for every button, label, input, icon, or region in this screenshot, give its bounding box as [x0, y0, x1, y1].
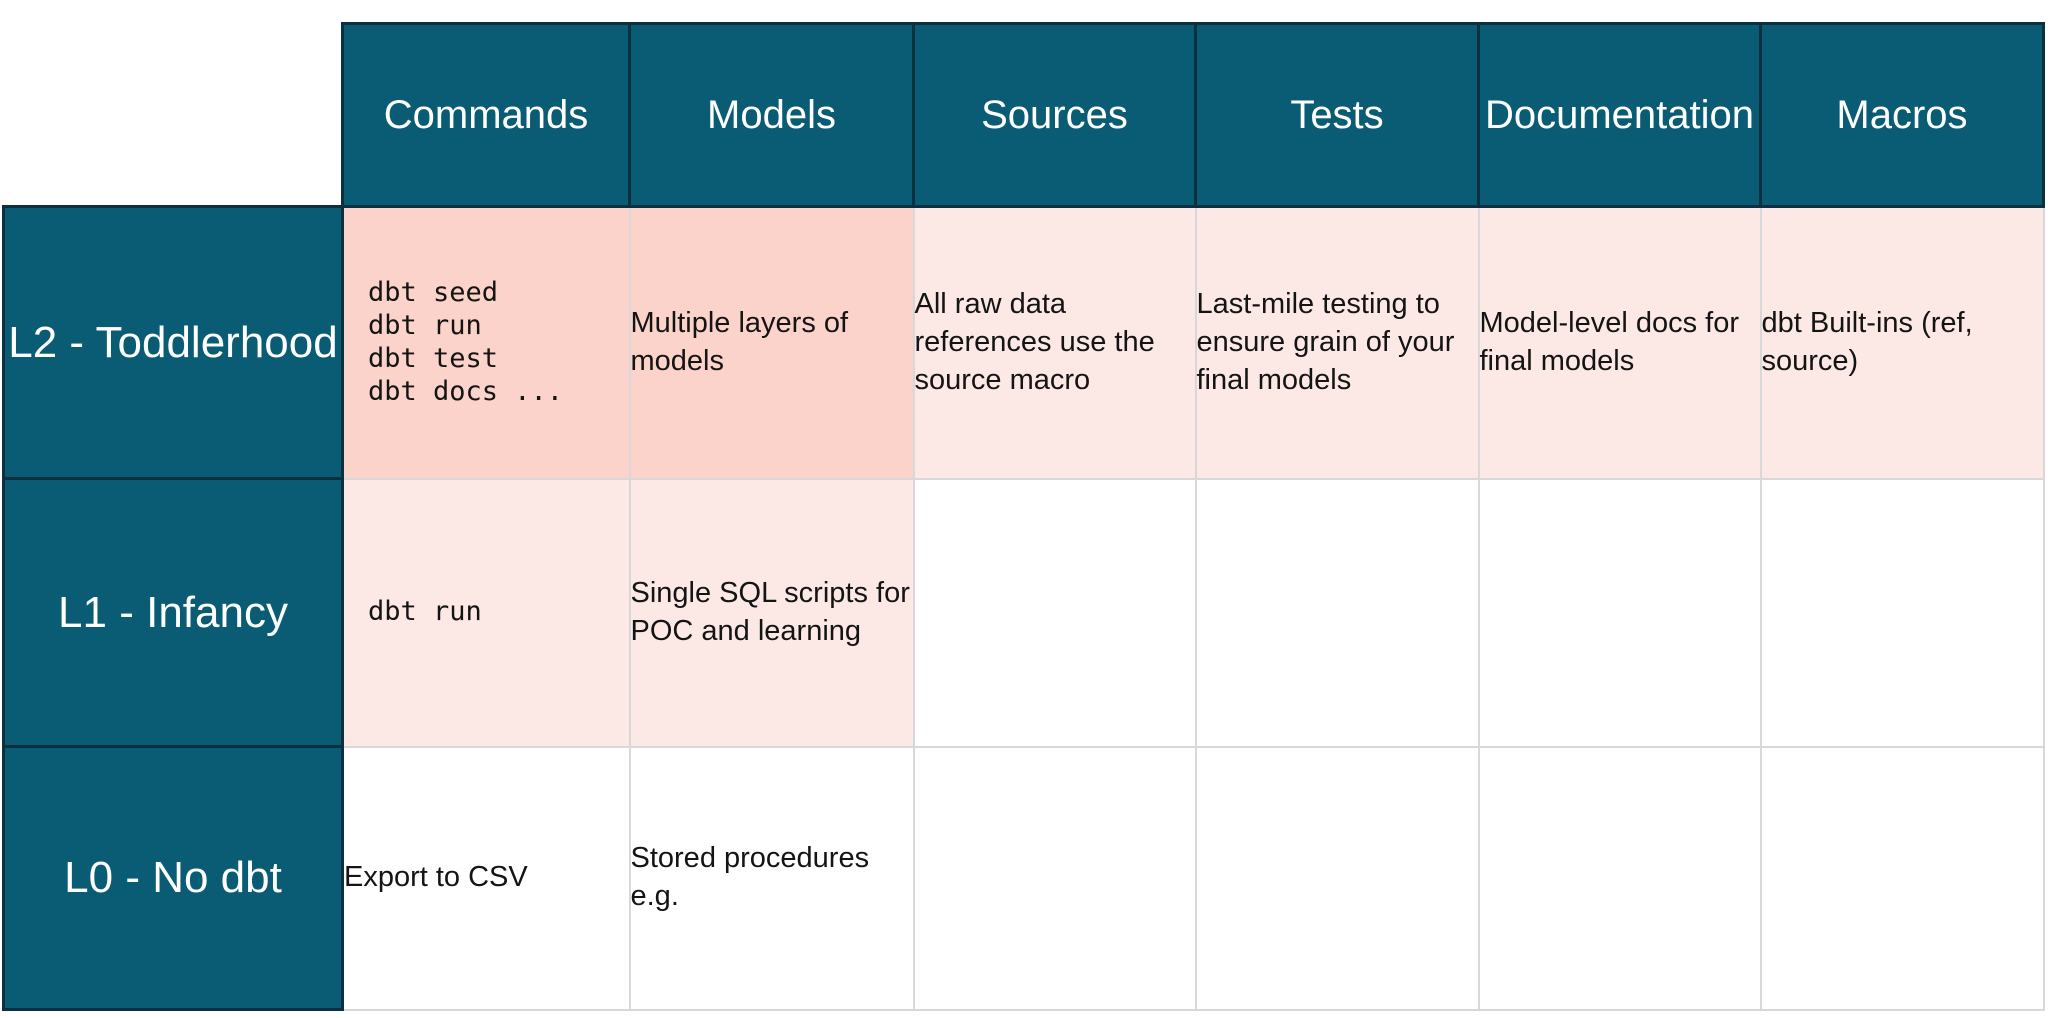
cell-l1-tests	[1194, 477, 1480, 748]
maturity-matrix-table: Commands Models Sources Tests Documentat…	[2, 22, 2045, 1011]
cell-l1-models: Single SQL scripts for POC and learning	[628, 477, 915, 748]
table-row: L1 - Infancy dbt run Single SQL scripts …	[2, 477, 2045, 748]
cell-l1-macros	[1759, 477, 2045, 748]
table-row: L0 - No dbt Export to CSV Stored procedu…	[2, 745, 2045, 1011]
cell-l0-tests	[1194, 745, 1480, 1011]
column-header-sources: Sources	[912, 22, 1197, 208]
cell-l1-sources	[912, 477, 1197, 748]
cell-l0-commands: Export to CSV	[341, 745, 631, 1011]
cell-l1-documentation	[1477, 477, 1762, 748]
cell-l0-macros	[1759, 745, 2045, 1011]
cell-l2-commands: dbt seed dbt run dbt test dbt docs ...	[341, 205, 631, 480]
cell-l0-documentation	[1477, 745, 1762, 1011]
row-header-l0-no-dbt: L0 - No dbt	[2, 745, 344, 1011]
row-header-l1-infancy: L1 - Infancy	[2, 477, 344, 748]
table-row: L2 - Toddlerhood dbt seed dbt run dbt te…	[2, 205, 2045, 480]
cell-l2-models: Multiple layers of models	[628, 205, 915, 480]
column-header-commands: Commands	[341, 22, 631, 208]
row-header-l2-toddlerhood: L2 - Toddlerhood	[2, 205, 344, 480]
cell-l2-documentation: Model-level docs for final models	[1477, 205, 1762, 480]
cell-l1-commands: dbt run	[341, 477, 631, 748]
column-header-models: Models	[628, 22, 915, 208]
corner-spacer	[3, 23, 343, 207]
column-header-documentation: Documentation	[1477, 22, 1762, 208]
column-header-macros: Macros	[1759, 22, 2045, 208]
cell-l2-sources: All raw data references use the source m…	[912, 205, 1197, 480]
header-row: Commands Models Sources Tests Documentat…	[3, 22, 2045, 208]
cell-l0-models: Stored procedures e.g.	[628, 745, 915, 1011]
cell-l2-tests: Last-mile testing to ensure grain of you…	[1194, 205, 1480, 480]
cell-l0-sources	[912, 745, 1197, 1011]
column-header-tests: Tests	[1194, 22, 1480, 208]
cell-l2-macros: dbt Built-ins (ref, source)	[1759, 205, 2045, 480]
